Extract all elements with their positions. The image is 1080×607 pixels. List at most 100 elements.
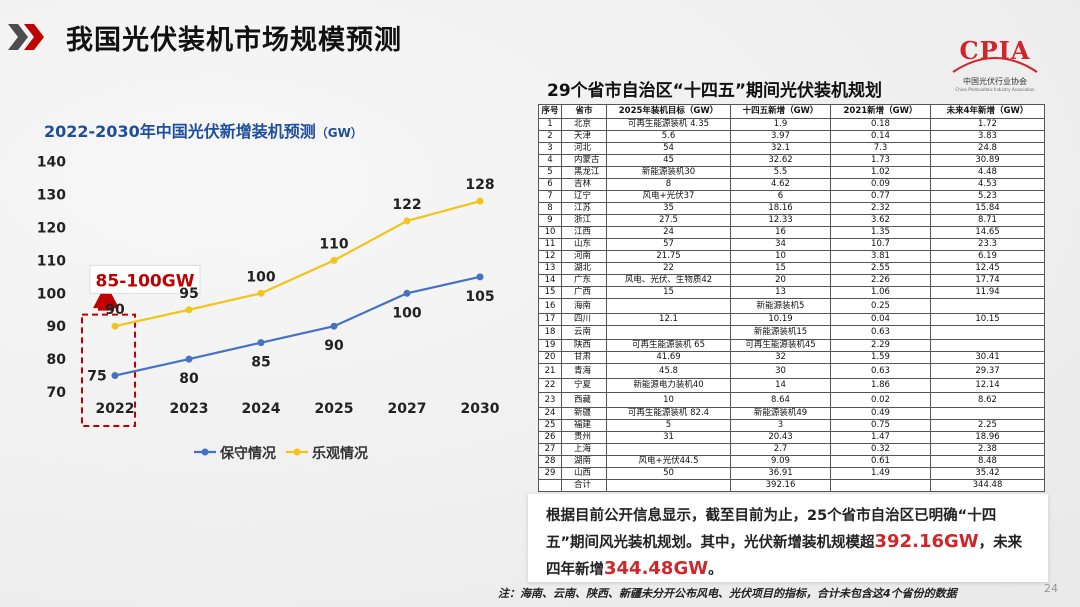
data-label: 90 <box>324 338 344 354</box>
data-point <box>476 197 484 205</box>
data-point <box>111 372 119 380</box>
table-cell: 4 <box>538 154 562 167</box>
province-cell: 广东 <box>561 274 607 287</box>
table-cell: 9.09 <box>730 454 831 468</box>
y-tick-label: 140 <box>37 155 66 171</box>
table-cell: 32 <box>730 351 831 364</box>
province-cell: 湖南 <box>561 454 607 468</box>
table-row: 13 湖北 22 15 2.55 12.45 <box>538 262 1045 275</box>
table-cell <box>830 478 931 492</box>
table-cell: 5 <box>538 166 562 179</box>
table-row: 18 云南 新能源装机15 0.63 <box>538 324 1045 340</box>
summary-text-3: 。 <box>708 562 723 578</box>
province-cell: 湖北 <box>561 262 607 275</box>
table-header-cell: 十四五新增（GW） <box>730 104 831 119</box>
province-cell: 广西 <box>561 286 607 299</box>
chart-title: 2022-2030年中国光伏新增装机预测（GW） <box>44 118 363 142</box>
table-cell: 8 <box>606 178 731 191</box>
table-header-cell: 2025年装机目标（GW） <box>606 104 731 119</box>
data-point <box>330 322 338 330</box>
table-cell: 1.73 <box>830 154 931 167</box>
province-cell: 甘肃 <box>561 351 607 364</box>
table-cell: 1.9 <box>730 118 831 131</box>
table-cell: 7 <box>538 190 562 203</box>
table-cell: 16 <box>538 298 562 314</box>
table-cell: 新能源装机30 <box>606 166 731 179</box>
table-cell: 5.6 <box>606 130 731 143</box>
table-cell: 29 <box>538 466 562 480</box>
table-cell: 0.77 <box>830 190 931 203</box>
table-cell <box>606 442 731 456</box>
data-point <box>403 217 411 225</box>
table-cell: 35.42 <box>930 466 1045 480</box>
table-cell: 18.16 <box>730 202 831 215</box>
table-cell <box>930 324 1045 340</box>
table-row: 1 北京 可再生能源装机 4.35 1.9 0.18 1.72 <box>538 118 1045 131</box>
table-header-cell: 2021新增（GW） <box>830 104 931 119</box>
table-cell: 20.43 <box>730 430 831 444</box>
table-cell: 2.29 <box>830 339 931 352</box>
table-cell: 2.55 <box>830 262 931 275</box>
table-cell: 12.45 <box>930 262 1045 275</box>
y-tick-label: 100 <box>37 286 66 302</box>
data-label: 122 <box>392 197 421 213</box>
table-cell: 30 <box>730 363 831 379</box>
table-row: 10 江西 24 16 1.35 14.65 <box>538 226 1045 239</box>
table-cell: 0.61 <box>830 454 931 468</box>
legend-label: 乐观情况 <box>312 445 368 462</box>
page-number: 24 <box>1044 582 1058 595</box>
summary-text: 根据目前公开信息显示，截至目前为止，25个省市自治区已明确“十四五”期间风光装机… <box>546 504 1030 583</box>
table-cell: 10.15 <box>930 312 1045 326</box>
y-tick-label: 80 <box>47 352 67 368</box>
data-label: 105 <box>465 289 494 305</box>
x-tick-label: 2025 <box>315 401 354 417</box>
province-cell: 四川 <box>561 312 607 326</box>
table-cell: 0.09 <box>830 178 931 191</box>
data-label: 110 <box>319 236 348 252</box>
table-cell: 29.37 <box>930 363 1045 379</box>
line-chart: 70 80 90 100 110 120 130 140 2022 2023 2024 2025 202… <box>37 155 500 462</box>
table-cell: 20 <box>730 274 831 287</box>
table-cell: 0.18 <box>830 118 931 131</box>
table-cell: 5 <box>606 418 731 432</box>
table-cell: 26 <box>538 430 562 444</box>
province-cell: 福建 <box>561 418 607 432</box>
data-point <box>185 355 193 363</box>
table-cell: 41.69 <box>606 351 731 364</box>
table-cell: 0.32 <box>830 442 931 456</box>
logo-name: 中国光伏行业协会 <box>963 77 1027 86</box>
table-cell: 20 <box>538 351 562 364</box>
table-cell: 可再生能源装机 82.4 <box>606 406 731 420</box>
table-cell: 30.41 <box>930 351 1045 364</box>
table-row: 12 河南 21.75 10 3.81 6.19 <box>538 250 1045 263</box>
series-line-conservative <box>114 275 481 377</box>
province-cell: 河北 <box>561 142 607 155</box>
y-tick-label: 120 <box>37 221 66 237</box>
table-cell: 3 <box>538 142 562 155</box>
table-cell: 1.35 <box>830 226 931 239</box>
legend-label: 保守情况 <box>219 445 276 462</box>
province-cell: 辽宁 <box>561 190 607 203</box>
table-cell: 新能源装机49 <box>730 406 831 420</box>
table-cell: 18.96 <box>930 430 1045 444</box>
table-cell: 1.06 <box>830 286 931 299</box>
table-cell: 可再生能源装机45 <box>730 339 831 352</box>
table-row: 22 宁夏 新能源电力装机40 14 1.86 12.14 <box>538 377 1045 393</box>
table-cell: 6 <box>538 178 562 191</box>
province-cell: 黑龙江 <box>561 166 607 179</box>
table-cell: 13 <box>730 286 831 299</box>
table-cell: 0.75 <box>830 418 931 432</box>
province-cell: 新疆 <box>561 406 607 420</box>
table-cell: 0.63 <box>830 324 931 340</box>
table-cell: 风电+光伏37 <box>606 190 731 203</box>
table-cell: 9 <box>538 214 562 227</box>
table-header-cell: 省市 <box>561 104 607 119</box>
table-cell: 12.1 <box>606 312 731 326</box>
table-cell: 4.62 <box>730 178 831 191</box>
table-cell: 4.48 <box>930 166 1045 179</box>
table-cell: 1 <box>538 118 562 131</box>
table-cell: 0.02 <box>830 392 931 408</box>
table-title: 29个省市自治区“十四五”期间光伏装机规划 <box>547 81 883 101</box>
table-cell: 2.32 <box>830 202 931 215</box>
table-cell: 2.7 <box>730 442 831 456</box>
